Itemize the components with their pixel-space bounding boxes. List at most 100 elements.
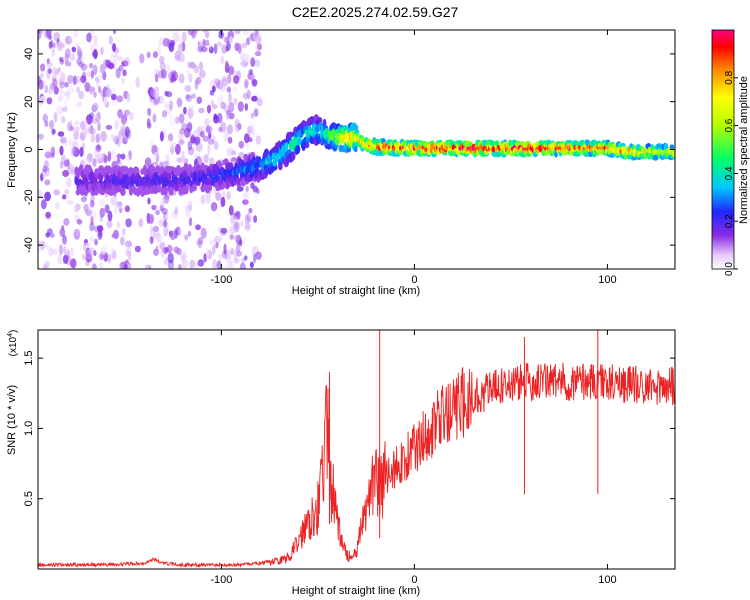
noise-speckle	[153, 230, 157, 239]
ridge-cell	[494, 140, 500, 147]
snr-y-multiplier-exp: 4	[7, 333, 14, 337]
noise-speckle	[226, 191, 232, 200]
noise-speckle	[228, 205, 234, 216]
noise-speckle	[175, 30, 179, 34]
noise-speckle	[181, 255, 186, 262]
noise-speckle	[250, 182, 255, 190]
noise-speckle	[71, 46, 77, 53]
noise-speckle	[75, 86, 81, 93]
noise-speckle	[167, 252, 174, 264]
noise-speckle	[253, 108, 259, 117]
noise-speckle	[233, 211, 240, 219]
noise-speckle	[218, 126, 223, 133]
noise-speckle	[116, 152, 121, 160]
colorbar-tick-label: 0.6	[724, 118, 735, 132]
noise-speckle	[234, 30, 241, 35]
noise-speckle	[95, 144, 102, 153]
noise-speckle	[237, 43, 242, 54]
noise-speckle	[176, 53, 181, 64]
noise-speckle	[93, 91, 97, 98]
noise-speckle	[176, 157, 183, 163]
noise-speckle	[152, 97, 159, 107]
noise-speckle	[42, 165, 47, 173]
noise-speckle	[160, 198, 166, 208]
noise-speckle	[60, 136, 67, 144]
noise-speckle	[207, 144, 211, 155]
noise-speckle	[90, 70, 95, 79]
noise-speckle	[251, 112, 255, 119]
noise-speckle	[247, 125, 253, 134]
noise-speckle	[204, 153, 209, 164]
noise-speckle	[242, 30, 249, 36]
noise-speckle	[92, 41, 99, 52]
noise-speckle	[76, 218, 83, 225]
noise-speckle	[161, 207, 168, 215]
noise-speckle	[64, 98, 68, 107]
noise-speckle	[224, 263, 229, 269]
noise-speckle	[78, 90, 84, 100]
noise-speckle	[90, 133, 96, 143]
noise-speckle	[59, 145, 64, 156]
noise-speckle	[183, 250, 187, 257]
noise-speckle	[226, 147, 234, 158]
noise-speckle	[66, 199, 74, 205]
snr-y-multiplier-close: )	[8, 330, 19, 333]
noise-speckle	[154, 203, 158, 210]
noise-speckle	[49, 119, 54, 130]
noise-speckle	[80, 196, 87, 203]
noise-speckle	[64, 53, 69, 64]
ridge-cell	[188, 163, 193, 174]
noise-speckle	[198, 107, 205, 114]
noise-speckle	[175, 143, 181, 155]
noise-speckle	[254, 35, 261, 45]
noise-speckle	[199, 69, 203, 78]
noise-speckle	[90, 128, 96, 135]
noise-speckle	[134, 245, 141, 253]
noise-speckle	[123, 57, 131, 67]
noise-speckle	[155, 209, 160, 216]
noise-speckle	[202, 30, 208, 33]
noise-speckle	[128, 150, 132, 161]
noise-speckle	[154, 73, 159, 83]
noise-speckle	[62, 234, 67, 245]
noise-speckle	[107, 210, 113, 222]
noise-speckle	[197, 45, 204, 53]
noise-speckle	[61, 224, 65, 231]
noise-speckle	[164, 90, 169, 97]
noise-speckle	[68, 137, 72, 148]
noise-speckle	[233, 234, 240, 241]
noise-speckle	[96, 77, 99, 88]
snr-y-tick-label: 1.0	[23, 421, 35, 436]
noise-speckle	[256, 34, 262, 44]
noise-speckle	[205, 124, 212, 135]
noise-speckle	[158, 234, 163, 245]
noise-speckle	[86, 71, 91, 78]
noise-speckle	[98, 198, 106, 207]
noise-speckle	[213, 113, 218, 120]
snr-y-tick-label: 1.5	[23, 350, 35, 365]
heatmap-x-label: Height of straight line (km)	[292, 285, 420, 297]
noise-speckle	[114, 120, 120, 130]
noise-speckle	[96, 75, 103, 85]
ridge-cell	[317, 117, 323, 124]
noise-speckle	[212, 85, 216, 93]
noise-speckle	[139, 53, 145, 64]
noise-speckle	[116, 56, 123, 62]
noise-speckle	[220, 121, 227, 133]
noise-speckle	[109, 150, 117, 161]
noise-speckle	[83, 157, 90, 164]
noise-speckle	[238, 140, 245, 149]
noise-speckle	[220, 83, 226, 93]
noise-speckle	[86, 249, 93, 260]
noise-speckle	[163, 220, 168, 228]
noise-speckle	[249, 261, 254, 268]
noise-speckle	[46, 97, 53, 105]
noise-speckle	[66, 122, 72, 132]
ridge-cell	[167, 171, 172, 181]
noise-speckle	[244, 255, 248, 261]
noise-speckle	[193, 263, 199, 269]
noise-speckle	[116, 158, 121, 165]
noise-speckle	[246, 143, 251, 149]
snr-y-label: SNR (10 * v/v)	[6, 385, 18, 455]
noise-speckle	[95, 133, 101, 144]
